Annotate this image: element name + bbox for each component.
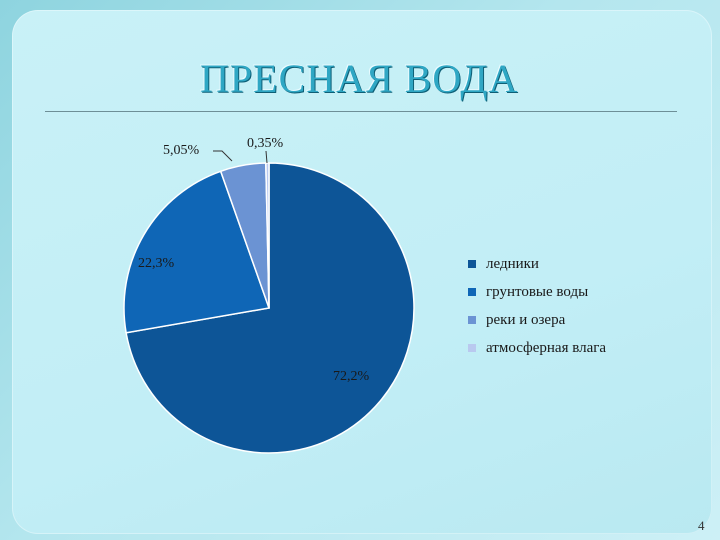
legend-label-4: атмосферная влага <box>486 340 606 356</box>
leader-line-1 <box>213 150 233 162</box>
legend-swatch-2 <box>468 288 476 296</box>
legend-swatch-1 <box>468 260 476 268</box>
leader-lines <box>213 150 268 164</box>
chart-legend: ледники грунтовые воды реки и озера атмосфе… <box>468 256 606 356</box>
pie-slice-4 <box>265 162 270 309</box>
legend-label-3: реки и озера <box>486 312 566 328</box>
data-label-2: 22,3% <box>138 256 175 271</box>
title-divider <box>45 111 677 112</box>
pie-slice-1 <box>125 162 415 454</box>
page-number: 4 <box>698 518 705 533</box>
leader-line-2 <box>265 150 268 164</box>
data-label-4: 0,35% <box>247 136 284 151</box>
pie-slice-2 <box>123 170 271 334</box>
data-labels: 72,2% 22,3% 5,05% 0,35% <box>138 136 370 384</box>
pie-slices <box>123 162 415 454</box>
legend-swatch-4 <box>468 344 476 352</box>
legend-swatch-3 <box>468 316 476 324</box>
slide-title: ПРЕСНАЯ ВОДА <box>200 56 519 101</box>
legend-label-1: ледники <box>486 256 539 272</box>
legend-label-2: грунтовые воды <box>486 284 588 300</box>
data-label-3: 5,05% <box>163 143 200 158</box>
data-label-1: 72,2% <box>333 369 370 384</box>
